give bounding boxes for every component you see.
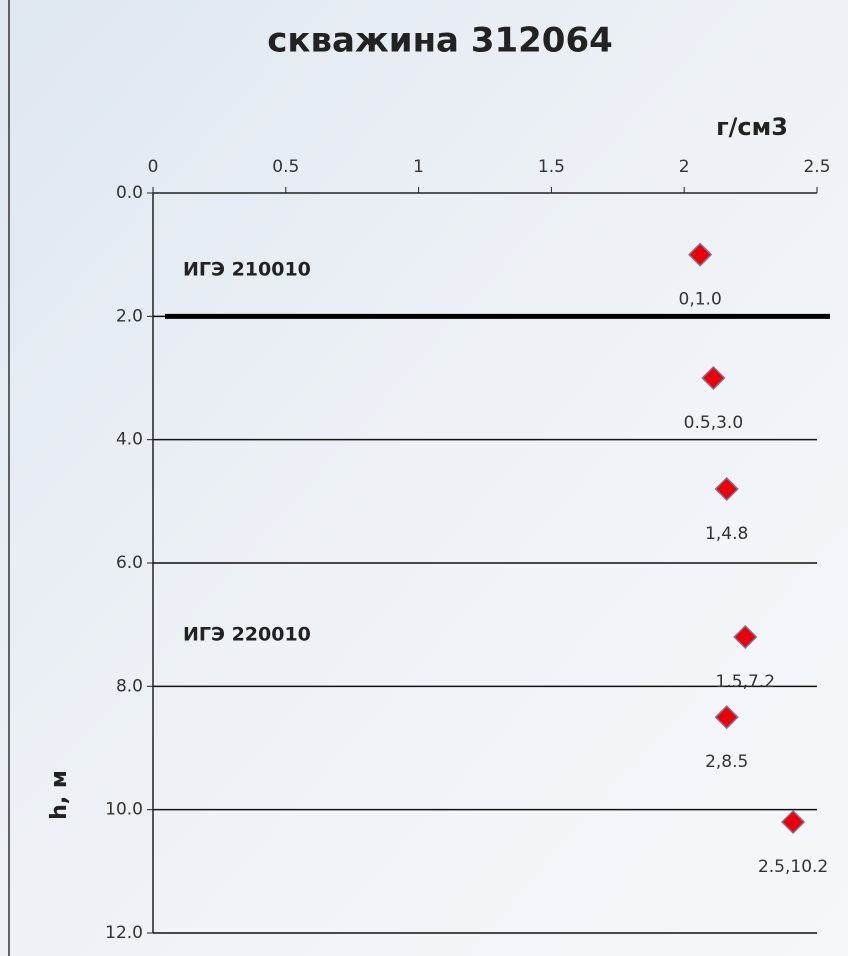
layer-label: ИГЭ 210010: [183, 259, 311, 281]
point-label: 1.5,7.2: [716, 672, 775, 692]
x-tick-label: 0: [148, 157, 159, 177]
chart: скважина 312064 г/см3 h, м 0 0.5 1 1.5 2 2.5 0…: [0, 0, 848, 956]
y-tick-label: 10.0: [105, 800, 143, 820]
point-label: 2,8.5: [705, 752, 748, 772]
point-label: 2.5,10.2: [758, 857, 828, 877]
x-tick-label: 1.5: [538, 157, 565, 177]
x-axis-label: г/см3: [716, 113, 788, 141]
y-tick-label: 6.0: [116, 553, 143, 573]
y-tick-label: 2.0: [116, 306, 143, 326]
point-label: 0,1.0: [679, 290, 722, 310]
y-tick-label: 0.0: [116, 183, 143, 203]
y-tick-label: 4.0: [116, 430, 143, 450]
y-tick-label: 8.0: [116, 676, 143, 696]
x-tick-label: 1: [413, 157, 424, 177]
x-tick-label: 0.5: [272, 157, 299, 177]
layer-label: ИГЭ 220010: [183, 624, 311, 646]
y-tick-label: 12.0: [105, 923, 143, 943]
y-axis-label: h, м: [47, 770, 72, 820]
chart-title: скважина 312064: [267, 21, 613, 61]
point-label: 0.5,3.0: [684, 413, 743, 433]
x-tick-label: 2: [679, 157, 690, 177]
point-label: 1,4.8: [705, 524, 748, 544]
x-tick-label: 2.5: [803, 157, 830, 177]
